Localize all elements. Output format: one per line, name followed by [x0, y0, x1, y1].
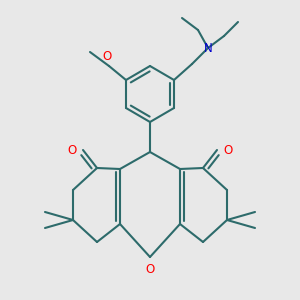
Text: O: O — [68, 143, 77, 157]
Text: O: O — [146, 263, 154, 276]
Text: N: N — [204, 41, 212, 55]
Text: O: O — [223, 143, 232, 157]
Text: O: O — [102, 50, 112, 63]
